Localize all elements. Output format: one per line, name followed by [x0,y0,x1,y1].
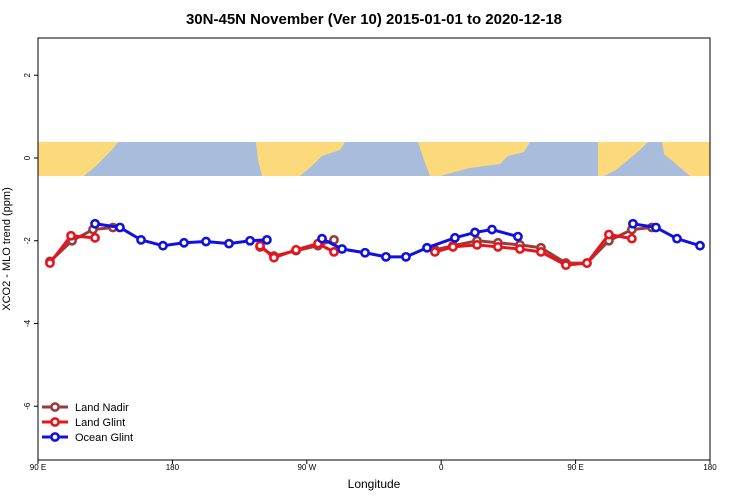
point [329,246,339,257]
y-tick-label: -6 [23,402,32,410]
point [487,224,497,235]
map-band [38,142,710,176]
point [291,244,301,255]
y-tick-label: 0 [23,155,32,160]
point [201,236,211,247]
point [136,234,146,245]
point [672,233,682,244]
point [430,246,440,257]
point [158,240,168,251]
point [262,234,272,245]
point [628,218,638,229]
y-tick-label: -2 [23,237,32,245]
point [245,235,255,246]
point [224,238,234,249]
x-tick-label: 90 E [567,463,583,472]
point [45,258,55,268]
point [536,246,546,257]
point [514,244,525,254]
point [90,218,100,229]
point [360,247,370,258]
point [401,251,411,262]
x-tick-label: 180 [703,463,717,472]
point [179,237,189,248]
x-tick-label: 0 [439,463,444,472]
point [450,232,460,243]
point [448,242,458,252]
point [269,252,279,263]
point [337,244,347,254]
point [66,230,76,241]
plot-frame [37,37,711,461]
point [90,232,100,243]
legend-marker [50,432,60,442]
y-tick-label: -4 [23,319,32,327]
y-tick-label: 2 [23,72,32,77]
point [115,222,125,233]
legend-label: Ocean Glint [75,432,133,444]
point [560,260,571,271]
point [422,242,432,253]
legend-marker [50,402,60,412]
legend-label: Land Nadir [75,402,129,414]
legend-label: Land Glint [75,417,125,429]
point [604,229,614,240]
x-tick-label: 180 [166,463,180,472]
x-tick-label: 90 W [297,463,316,472]
series-line [48,225,653,265]
point [626,233,637,244]
x-tick-label: 90 E [30,463,46,472]
x-axis-label: Longitude [348,477,401,491]
legend-marker [50,417,60,427]
point [317,233,327,244]
point [695,240,705,251]
point [513,231,523,242]
point [493,242,503,252]
chart-title: 30N-45N November (Ver 10) 2015-01-01 to … [186,11,562,28]
point [470,227,480,238]
point [472,239,482,250]
point [255,240,265,251]
point [651,222,661,233]
point [381,251,391,262]
y-axis-label: XCO2 - MLO trend (ppm) [1,187,13,310]
point [582,258,592,268]
